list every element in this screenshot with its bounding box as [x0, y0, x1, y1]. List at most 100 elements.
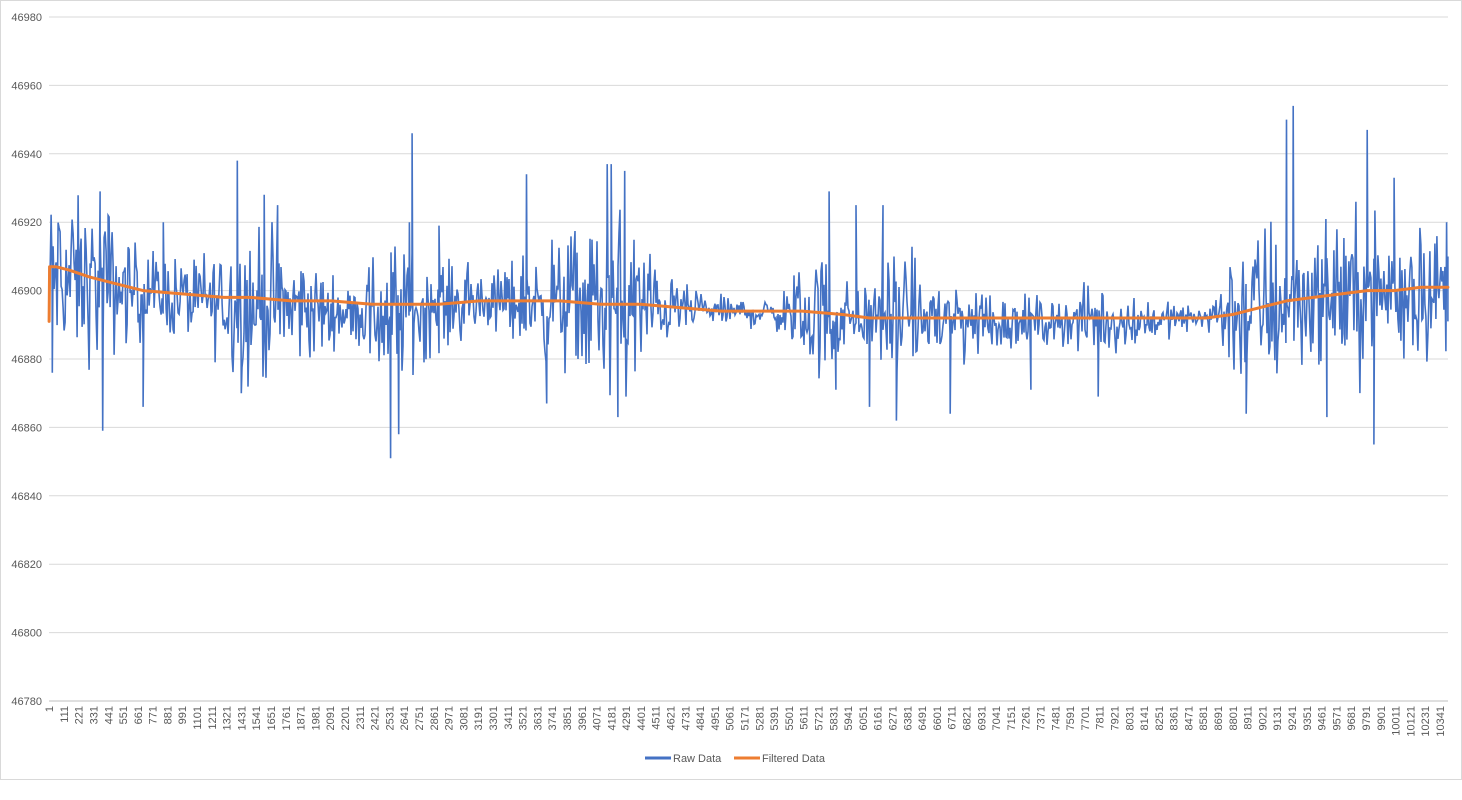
x-tick-label: 7811	[1095, 706, 1107, 730]
x-tick-label: 3631	[532, 706, 544, 730]
x-tick-label: 7481	[1050, 706, 1062, 730]
x-tick-label: 991	[177, 706, 189, 724]
x-tick-label: 5941	[843, 706, 855, 730]
gridlines	[49, 16, 1448, 702]
x-tick-label: 3191	[473, 706, 485, 730]
x-axis-tick-labels: 1 111 221 331 441 551 661 771 881 991 1101 1211 1321…	[44, 706, 1447, 737]
x-tick-label: 1981	[310, 706, 322, 730]
legend: Raw Data Filtered Data	[645, 753, 826, 765]
x-tick-label: 5171	[740, 706, 752, 730]
x-tick-label: 7371	[1035, 706, 1047, 730]
x-tick-label: 3081	[458, 706, 470, 730]
legend-label-filtered-data: Filtered Data	[762, 753, 826, 765]
x-tick-label: 4621	[666, 706, 678, 730]
x-tick-label: 9351	[1302, 706, 1314, 730]
x-tick-label: 7701	[1080, 706, 1092, 730]
y-axis-tick-labels: 46780 46800 46820 46840 46860 46880 46900 46920…	[11, 12, 42, 708]
x-tick-label: 221	[74, 706, 86, 724]
x-tick-label: 2861	[429, 706, 441, 730]
x-tick-label: 6051	[858, 706, 870, 730]
x-tick-label: 1431	[236, 706, 248, 730]
x-tick-label: 7041	[991, 706, 1003, 730]
y-tick-label: 46960	[11, 80, 42, 92]
x-tick-label: 441	[103, 706, 115, 724]
x-tick-label: 7151	[1006, 706, 1018, 730]
x-tick-label: 4511	[651, 706, 663, 730]
y-tick-label: 46980	[11, 12, 42, 24]
x-tick-label: 6271	[888, 706, 900, 730]
x-tick-label: 4071	[592, 706, 604, 730]
x-tick-label: 661	[133, 706, 145, 724]
x-tick-label: 4291	[621, 706, 633, 730]
line-chart: 46780 46800 46820 46840 46860 46880 46900 46920…	[11, 12, 1450, 765]
series-line-filtered-data	[47, 265, 1450, 323]
x-tick-label: 9901	[1376, 706, 1388, 730]
x-tick-label: 1651	[266, 706, 278, 730]
x-tick-label: 8801	[1228, 706, 1240, 730]
x-tick-label: 7261	[1021, 706, 1033, 730]
x-tick-label: 9681	[1346, 706, 1358, 730]
x-tick-label: 551	[118, 706, 130, 724]
x-tick-label: 6711	[947, 706, 959, 730]
x-tick-label: 10011	[1391, 706, 1403, 736]
x-tick-label: 7921	[1109, 706, 1121, 730]
x-tick-label: 1761	[281, 706, 293, 730]
x-tick-label: 5611	[799, 706, 811, 730]
y-tick-label: 46880	[11, 354, 42, 366]
x-tick-label: 4841	[695, 706, 707, 730]
x-tick-label: 6381	[902, 706, 914, 730]
x-tick-label: 331	[88, 706, 100, 724]
x-tick-label: 4401	[636, 706, 648, 730]
x-tick-label: 2201	[340, 706, 352, 730]
x-tick-label: 7591	[1065, 706, 1077, 730]
x-tick-label: 8911	[1243, 706, 1255, 730]
x-tick-label: 5501	[784, 706, 796, 730]
x-tick-label: 8361	[1169, 706, 1181, 730]
x-tick-label: 3301	[488, 706, 500, 730]
x-tick-label: 5831	[828, 706, 840, 730]
x-tick-label: 5061	[725, 706, 737, 730]
x-tick-label: 771	[148, 706, 160, 724]
y-tick-label: 46780	[11, 696, 42, 708]
x-tick-label: 2531	[384, 706, 396, 730]
x-tick-label: 10121	[1405, 706, 1417, 737]
x-tick-label: 6821	[961, 706, 973, 730]
x-tick-label: 4731	[680, 706, 692, 730]
x-tick-label: 6601	[932, 706, 944, 730]
x-tick-label: 3411	[503, 706, 515, 730]
x-tick-label: 9131	[1272, 706, 1284, 730]
y-tick-label: 46940	[11, 149, 42, 161]
x-tick-label: 9461	[1317, 706, 1329, 730]
x-tick-label: 8581	[1198, 706, 1210, 730]
x-tick-label: 9021	[1257, 706, 1269, 730]
legend-label-raw-data: Raw Data	[673, 753, 722, 765]
x-tick-label: 8251	[1154, 706, 1166, 730]
x-tick-label: 3521	[518, 706, 530, 730]
x-tick-label: 9241	[1287, 706, 1299, 730]
y-tick-label: 46920	[11, 217, 42, 229]
x-tick-label: 3961	[577, 706, 589, 730]
x-tick-label: 6161	[873, 706, 885, 730]
x-tick-label: 1211	[207, 706, 219, 730]
x-tick-label: 5281	[754, 706, 766, 730]
x-tick-label: 10341	[1435, 706, 1447, 737]
y-tick-label: 46900	[11, 286, 42, 298]
x-tick-label: 2091	[325, 706, 337, 730]
x-tick-label: 9571	[1331, 706, 1343, 730]
x-tick-label: 5391	[769, 706, 781, 730]
x-tick-label: 1	[44, 706, 56, 712]
y-tick-label: 46800	[11, 628, 42, 640]
x-tick-label: 1101	[192, 706, 204, 730]
x-tick-label: 2311	[355, 706, 367, 730]
x-tick-label: 6491	[917, 706, 929, 730]
x-tick-label: 8141	[1139, 706, 1151, 730]
x-tick-label: 1541	[251, 706, 263, 730]
x-tick-label: 5721	[814, 706, 826, 730]
x-tick-label: 2751	[414, 706, 426, 730]
y-tick-label: 46820	[11, 559, 42, 571]
x-tick-label: 10231	[1420, 706, 1432, 737]
x-tick-label: 1321	[222, 706, 234, 730]
series-line-raw-data	[48, 105, 1449, 459]
x-tick-label: 9791	[1361, 706, 1373, 730]
x-tick-label: 3851	[562, 706, 574, 730]
